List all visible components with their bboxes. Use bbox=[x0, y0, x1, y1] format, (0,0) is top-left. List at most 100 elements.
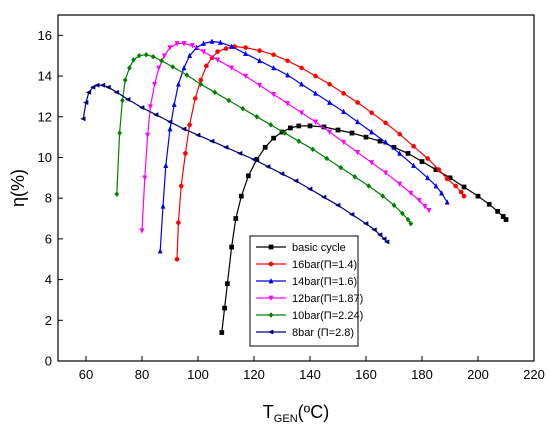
data-point bbox=[117, 130, 123, 136]
series-1 bbox=[219, 123, 509, 335]
data-point bbox=[271, 135, 276, 141]
data-point bbox=[201, 40, 207, 46]
data-point bbox=[453, 183, 458, 189]
data-point bbox=[246, 173, 251, 179]
y-tick-label: 8 bbox=[45, 191, 52, 206]
data-point bbox=[166, 119, 173, 125]
data-point bbox=[201, 49, 207, 55]
data-point bbox=[181, 64, 187, 71]
data-point bbox=[327, 99, 333, 105]
data-point bbox=[119, 97, 125, 104]
series-3 bbox=[157, 38, 450, 254]
legend-label: 12bar(Π=1.87) bbox=[292, 293, 363, 305]
data-point bbox=[419, 159, 425, 164]
data-point bbox=[475, 193, 481, 199]
x-tick-label: 80 bbox=[135, 367, 149, 382]
y-axis-label-text: η(%) bbox=[8, 169, 28, 207]
data-point bbox=[369, 160, 375, 166]
data-point bbox=[264, 164, 271, 170]
data-point bbox=[145, 132, 151, 139]
data-point bbox=[222, 144, 229, 150]
data-point bbox=[209, 38, 215, 44]
data-point bbox=[500, 214, 506, 219]
series-5 bbox=[114, 51, 414, 227]
data-point bbox=[355, 100, 360, 105]
data-point bbox=[176, 220, 181, 225]
data-point bbox=[285, 58, 290, 64]
data-point bbox=[171, 101, 177, 107]
legend-label: 8bar (Π=2.8) bbox=[292, 327, 354, 339]
data-point bbox=[285, 71, 291, 78]
data-point bbox=[212, 89, 218, 96]
legend-swatch-marker bbox=[268, 295, 274, 302]
data-point bbox=[243, 45, 248, 50]
data-point bbox=[167, 125, 173, 132]
series-6 bbox=[80, 82, 390, 245]
data-point bbox=[397, 181, 403, 188]
data-point bbox=[422, 203, 428, 210]
data-point bbox=[178, 183, 184, 189]
data-point bbox=[262, 144, 268, 150]
data-point bbox=[383, 170, 389, 176]
data-point bbox=[369, 110, 374, 116]
data-point bbox=[204, 63, 209, 69]
data-point bbox=[425, 174, 431, 181]
data-point bbox=[348, 211, 355, 217]
data-point bbox=[324, 155, 330, 162]
data-point bbox=[223, 46, 229, 51]
y-tick-label: 0 bbox=[45, 354, 52, 369]
data-point bbox=[397, 131, 402, 137]
data-point bbox=[411, 162, 417, 168]
data-point bbox=[495, 209, 500, 214]
series-line bbox=[141, 42, 430, 231]
data-point bbox=[307, 123, 313, 129]
data-point bbox=[362, 221, 369, 227]
data-point bbox=[461, 193, 467, 199]
legend-swatch-marker bbox=[268, 277, 274, 284]
data-point bbox=[355, 150, 361, 156]
data-point bbox=[299, 110, 305, 116]
data-point bbox=[250, 157, 257, 162]
data-point bbox=[152, 112, 159, 118]
data-point bbox=[167, 45, 173, 51]
data-point bbox=[94, 82, 100, 88]
data-point bbox=[225, 281, 230, 287]
data-point bbox=[341, 108, 347, 115]
x-axis: 60 80 100 120 140 160 180 200 220 bbox=[79, 356, 545, 382]
data-point bbox=[320, 194, 327, 200]
data-point bbox=[352, 173, 358, 180]
data-point bbox=[405, 216, 411, 223]
x-axis-label: TGEN(ºC) bbox=[263, 402, 329, 425]
data-point bbox=[187, 122, 192, 128]
data-point bbox=[383, 120, 388, 126]
series-line bbox=[176, 45, 465, 260]
data-point bbox=[215, 57, 221, 63]
data-point bbox=[198, 81, 204, 88]
data-point bbox=[229, 244, 234, 250]
data-point bbox=[257, 48, 262, 53]
x-axis-label-subscript: GEN bbox=[274, 413, 298, 425]
data-point bbox=[426, 208, 432, 214]
legend-label: 10bar(Π=2.24) bbox=[292, 310, 363, 322]
data-point bbox=[229, 65, 235, 72]
data-point bbox=[486, 201, 492, 207]
data-point bbox=[408, 190, 414, 197]
data-point bbox=[222, 305, 227, 311]
data-point bbox=[282, 130, 288, 136]
data-point bbox=[143, 51, 149, 58]
data-point bbox=[411, 143, 416, 149]
y-tick-label: 12 bbox=[38, 109, 52, 124]
x-tick-label: 60 bbox=[79, 367, 93, 382]
data-point bbox=[257, 57, 263, 64]
legend-label: 16bar(Π=1.4) bbox=[292, 259, 357, 271]
data-point bbox=[175, 81, 181, 87]
x-axis-label-unit: (ºC) bbox=[298, 402, 330, 422]
x-tick-label: 120 bbox=[243, 367, 265, 382]
data-point bbox=[366, 183, 372, 189]
legend-swatch-marker bbox=[268, 312, 274, 318]
data-point bbox=[299, 65, 304, 71]
data-point bbox=[338, 164, 344, 171]
legend-swatch-marker bbox=[268, 244, 274, 250]
legend-box bbox=[249, 235, 359, 347]
data-point bbox=[180, 126, 187, 132]
